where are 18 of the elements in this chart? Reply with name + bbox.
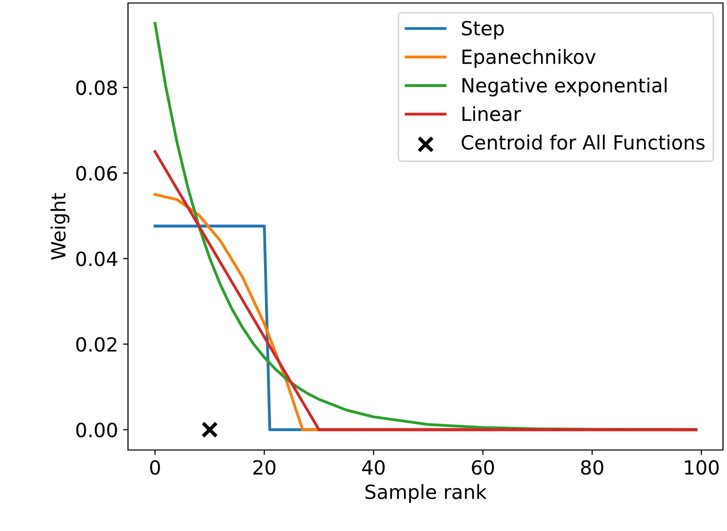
- y-tick-label: 0.08: [76, 80, 117, 96]
- x-tick-label: 40: [362, 460, 385, 475]
- legend-label: Negative exponential: [462, 78, 667, 96]
- y-tick-label: 0.02: [76, 337, 116, 352]
- x-axis-title: Sample rank: [365, 484, 487, 503]
- y-tick-label: 0.04: [76, 252, 118, 266]
- y-axis-title: Weight: [50, 193, 70, 260]
- legend-label: Centroid for All Functions: [462, 134, 705, 150]
- x-tick-label: 100: [684, 460, 719, 475]
- x-tick-label: 0: [150, 460, 160, 475]
- legend-label: Epanechnikov: [462, 49, 596, 68]
- legend-label: Linear: [462, 106, 522, 122]
- y-tick-label: 0.00: [76, 422, 117, 438]
- x-tick-label: 60: [472, 460, 494, 475]
- x-tick-label: 20: [253, 460, 276, 475]
- y-tick-label: 0.06: [76, 166, 118, 181]
- legend-label: Step: [462, 20, 504, 40]
- x-tick-label: 80: [581, 460, 604, 475]
